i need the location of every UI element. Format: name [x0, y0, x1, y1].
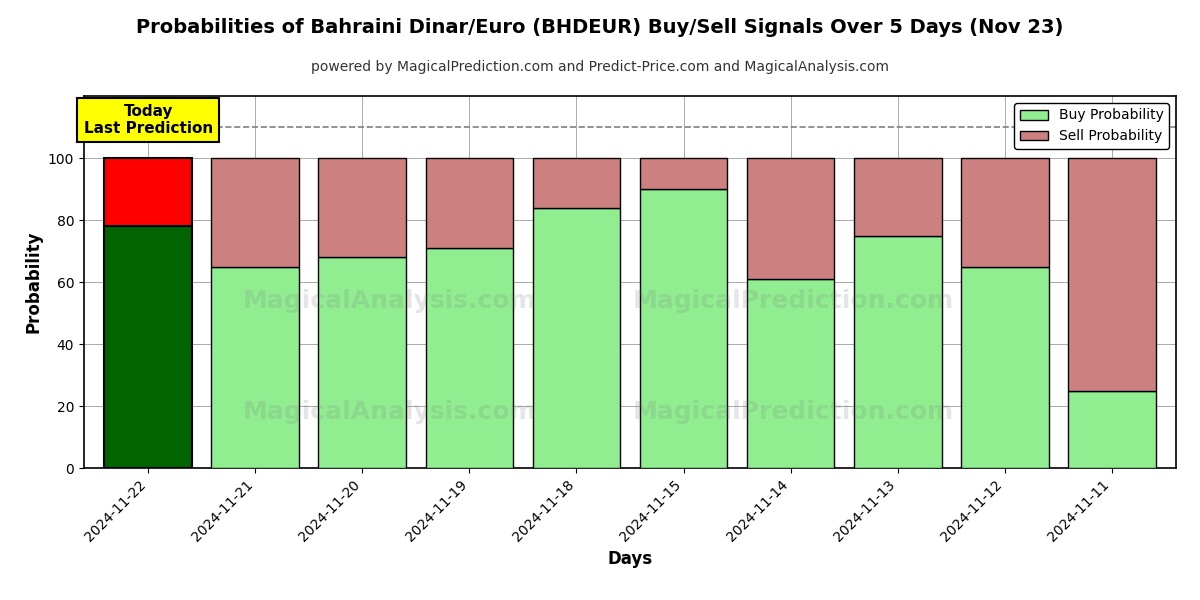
- Text: Today
Last Prediction: Today Last Prediction: [84, 104, 212, 136]
- Bar: [1068, 391, 1156, 468]
- Bar: [853, 235, 942, 468]
- Text: powered by MagicalPrediction.com and Predict-Price.com and MagicalAnalysis.com: powered by MagicalPrediction.com and Pre…: [311, 60, 889, 74]
- Bar: [104, 158, 192, 226]
- Bar: [211, 266, 299, 468]
- Bar: [640, 158, 727, 189]
- Bar: [318, 158, 407, 257]
- Legend: Buy Probability, Sell Probability: Buy Probability, Sell Probability: [1014, 103, 1169, 149]
- Bar: [533, 208, 620, 468]
- Text: MagicalAnalysis.com: MagicalAnalysis.com: [242, 400, 536, 424]
- Text: Probabilities of Bahraini Dinar/Euro (BHDEUR) Buy/Sell Signals Over 5 Days (Nov : Probabilities of Bahraini Dinar/Euro (BH…: [137, 18, 1063, 37]
- Bar: [318, 257, 407, 468]
- Bar: [211, 158, 299, 266]
- Bar: [746, 158, 834, 279]
- Text: MagicalPrediction.com: MagicalPrediction.com: [634, 289, 954, 313]
- Bar: [746, 279, 834, 468]
- Bar: [426, 158, 514, 248]
- Bar: [1068, 158, 1156, 391]
- Bar: [426, 248, 514, 468]
- Bar: [961, 158, 1049, 266]
- Text: MagicalPrediction.com: MagicalPrediction.com: [634, 400, 954, 424]
- Bar: [640, 189, 727, 468]
- Bar: [853, 158, 942, 235]
- X-axis label: Days: Days: [607, 550, 653, 568]
- Bar: [961, 266, 1049, 468]
- Bar: [533, 158, 620, 208]
- Text: MagicalAnalysis.com: MagicalAnalysis.com: [242, 289, 536, 313]
- Bar: [104, 226, 192, 468]
- Y-axis label: Probability: Probability: [24, 231, 42, 333]
